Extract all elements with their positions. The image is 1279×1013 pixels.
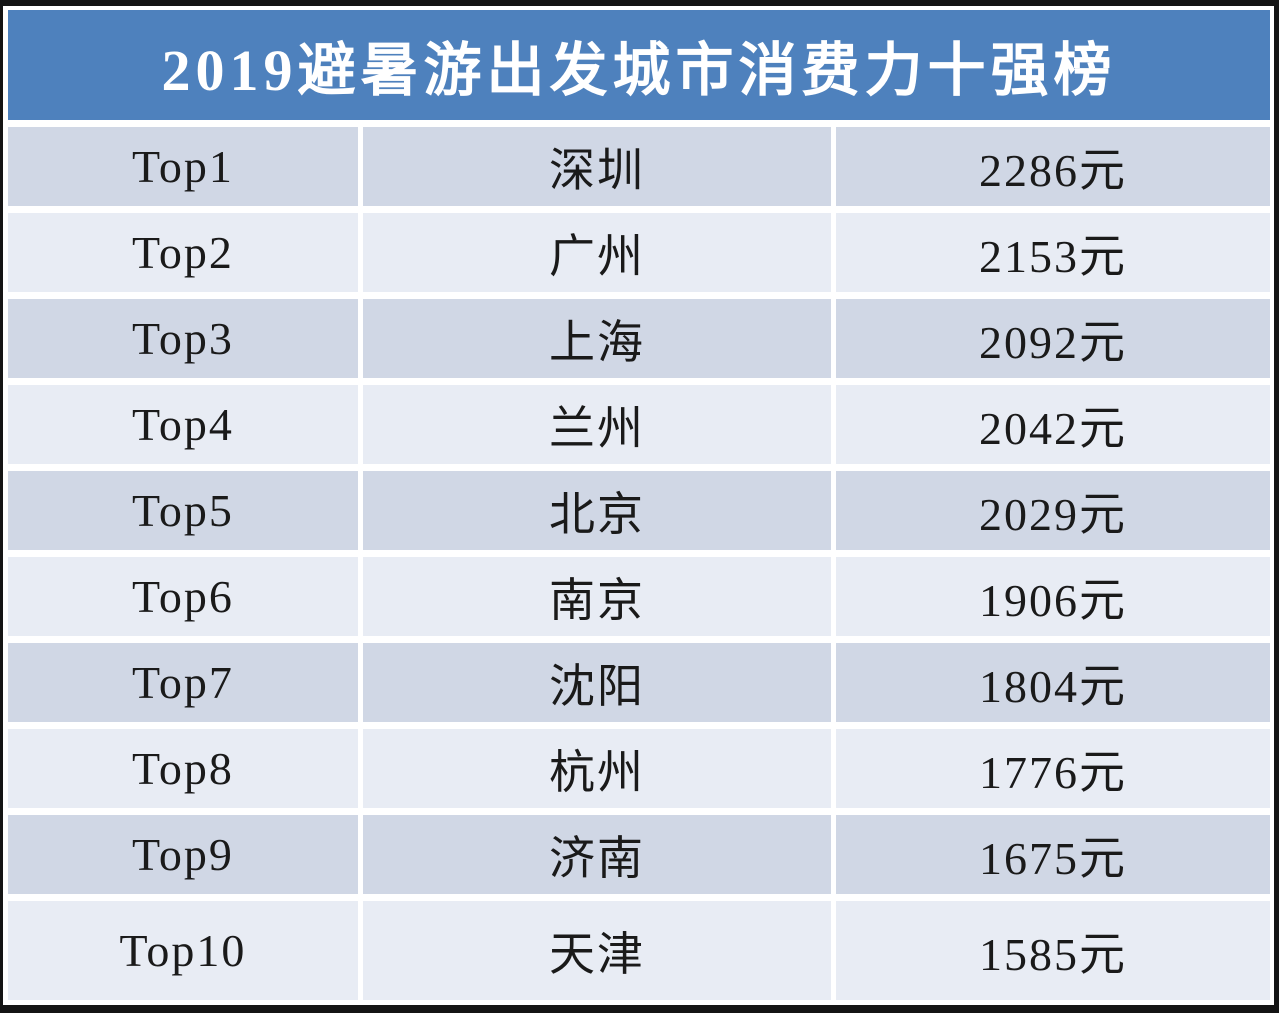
price-cell: 2029元 xyxy=(836,471,1270,550)
rank-cell: Top3 xyxy=(8,299,358,378)
price-cell: 1804元 xyxy=(836,643,1270,722)
table-row: Top2 广州 2153元 xyxy=(8,213,1270,292)
table-row: Top1 深圳 2286元 xyxy=(8,127,1270,206)
price-cell: 1585元 xyxy=(836,901,1270,1000)
table-row: Top8 杭州 1776元 xyxy=(8,729,1270,808)
rank-cell: Top2 xyxy=(8,213,358,292)
city-cell: 杭州 xyxy=(363,729,831,808)
table-row: Top3 上海 2092元 xyxy=(8,299,1270,378)
price-cell: 2042元 xyxy=(836,385,1270,464)
table-row: Top5 北京 2029元 xyxy=(8,471,1270,550)
price-cell: 1776元 xyxy=(836,729,1270,808)
rank-cell: Top6 xyxy=(8,557,358,636)
table-row: Top9 济南 1675元 xyxy=(8,815,1270,894)
rank-cell: Top1 xyxy=(8,127,358,206)
price-cell: 1906元 xyxy=(836,557,1270,636)
rank-cell: Top5 xyxy=(8,471,358,550)
city-cell: 沈阳 xyxy=(363,643,831,722)
price-cell: 1675元 xyxy=(836,815,1270,894)
city-cell: 南京 xyxy=(363,557,831,636)
page-title: 2019避暑游出发城市消费力十强榜 xyxy=(8,10,1270,120)
city-cell: 兰州 xyxy=(363,385,831,464)
table-row: Top10 天津 1585元 xyxy=(8,901,1270,1000)
city-cell: 济南 xyxy=(363,815,831,894)
city-cell: 天津 xyxy=(363,901,831,1000)
city-cell: 广州 xyxy=(363,213,831,292)
table-row: Top4 兰州 2042元 xyxy=(8,385,1270,464)
rank-cell: Top4 xyxy=(8,385,358,464)
ranking-table: 2019避暑游出发城市消费力十强榜 Top1 深圳 2286元 Top2 广州 … xyxy=(8,10,1270,1000)
table-row: Top6 南京 1906元 xyxy=(8,557,1270,636)
city-cell: 深圳 xyxy=(363,127,831,206)
page-background: 2019避暑游出发城市消费力十强榜 Top1 深圳 2286元 Top2 广州 … xyxy=(3,6,1274,1005)
rank-cell: Top7 xyxy=(8,643,358,722)
table-row: Top7 沈阳 1804元 xyxy=(8,643,1270,722)
city-cell: 北京 xyxy=(363,471,831,550)
price-cell: 2092元 xyxy=(836,299,1270,378)
price-cell: 2286元 xyxy=(836,127,1270,206)
rank-cell: Top10 xyxy=(8,901,358,1000)
rank-cell: Top9 xyxy=(8,815,358,894)
rank-cell: Top8 xyxy=(8,729,358,808)
city-cell: 上海 xyxy=(363,299,831,378)
price-cell: 2153元 xyxy=(836,213,1270,292)
